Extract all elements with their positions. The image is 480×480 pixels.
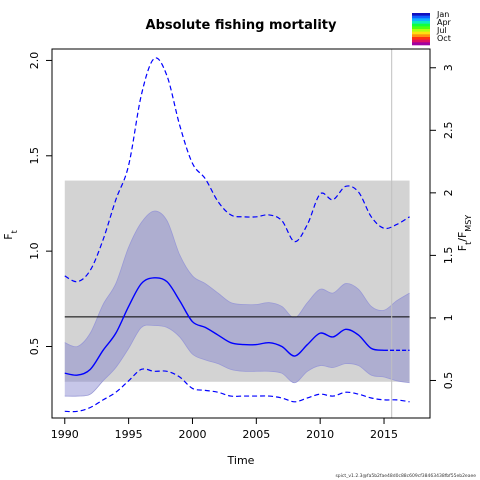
y-axis-left: 0.5 1.0 1.5 2.0: [28, 52, 52, 356]
legend-color-swatch: [412, 26, 430, 30]
y-axis-right: 0.5 1 1.5 2 2.5 3: [430, 64, 455, 389]
legend-color-swatch: [412, 15, 430, 19]
legend-color-swatch: [412, 13, 430, 16]
x-tick-label: 1995: [115, 428, 143, 441]
x-tick-label: 2010: [306, 428, 334, 441]
ci-upper-line: [64, 210, 410, 348]
fmsy-ci-band: [64, 180, 410, 382]
upper-dashed-line: [64, 57, 410, 283]
y-tick-label: 0.5: [28, 338, 41, 356]
ci-band: [64, 211, 410, 397]
y-axis-label-right: Ft/FMSY: [456, 215, 473, 251]
legend-color-swatch: [412, 39, 430, 43]
y-axis-label-left: Ft: [2, 230, 19, 239]
x-axis-label: Time: [227, 454, 255, 467]
y-tick-label: 2.0: [28, 52, 41, 70]
y-right-tick-label: 2.5: [442, 122, 455, 140]
y-right-tick-label: 1.5: [442, 247, 455, 265]
x-tick-label: 2005: [242, 428, 270, 441]
legend-color-swatch: [412, 23, 430, 27]
y-right-tick-label: 2: [442, 189, 455, 196]
estimate-line: [64, 277, 385, 376]
x-tick-label: 2015: [370, 428, 398, 441]
chart-title: Absolute fishing mortality: [146, 18, 337, 33]
legend-color-swatch: [412, 42, 430, 46]
legend-color-swatch: [412, 21, 430, 24]
ci-lower-line: [64, 324, 410, 397]
legend-color-swatch: [412, 29, 430, 32]
y-tick-label: 1.0: [28, 242, 41, 259]
legend-label: Jul: [436, 26, 447, 35]
y-right-tick-label: 3: [442, 64, 455, 71]
x-axis: 1990 1995 2000 2005 2010 2015: [51, 418, 398, 441]
legend-label: Oct: [437, 34, 451, 43]
x-tick-label: 2000: [178, 428, 206, 441]
legend-color-swatch: [412, 37, 430, 40]
legend-color-swatch: [412, 34, 430, 38]
x-tick-label: 1990: [51, 428, 79, 441]
lower-dashed-line: [64, 368, 410, 413]
svg-text:Ft: Ft: [2, 230, 19, 239]
legend-color-swatch: [412, 18, 430, 22]
y-right-tick-label: 0.5: [442, 372, 455, 390]
y-tick-label: 1.5: [28, 147, 41, 165]
version-footer: spict_v1.2.3@fa5b2fae48d0c88c609cf384634…: [335, 473, 476, 479]
plot-frame: [51, 48, 431, 419]
legend-label: Jan: [436, 10, 449, 19]
plot-area: [64, 49, 410, 418]
legend-color-swatch: [412, 31, 430, 35]
y-right-tick-label: 1: [442, 314, 455, 321]
legend-label: Apr: [437, 18, 452, 27]
svg-text:Ft/FMSY: Ft/FMSY: [456, 215, 473, 251]
